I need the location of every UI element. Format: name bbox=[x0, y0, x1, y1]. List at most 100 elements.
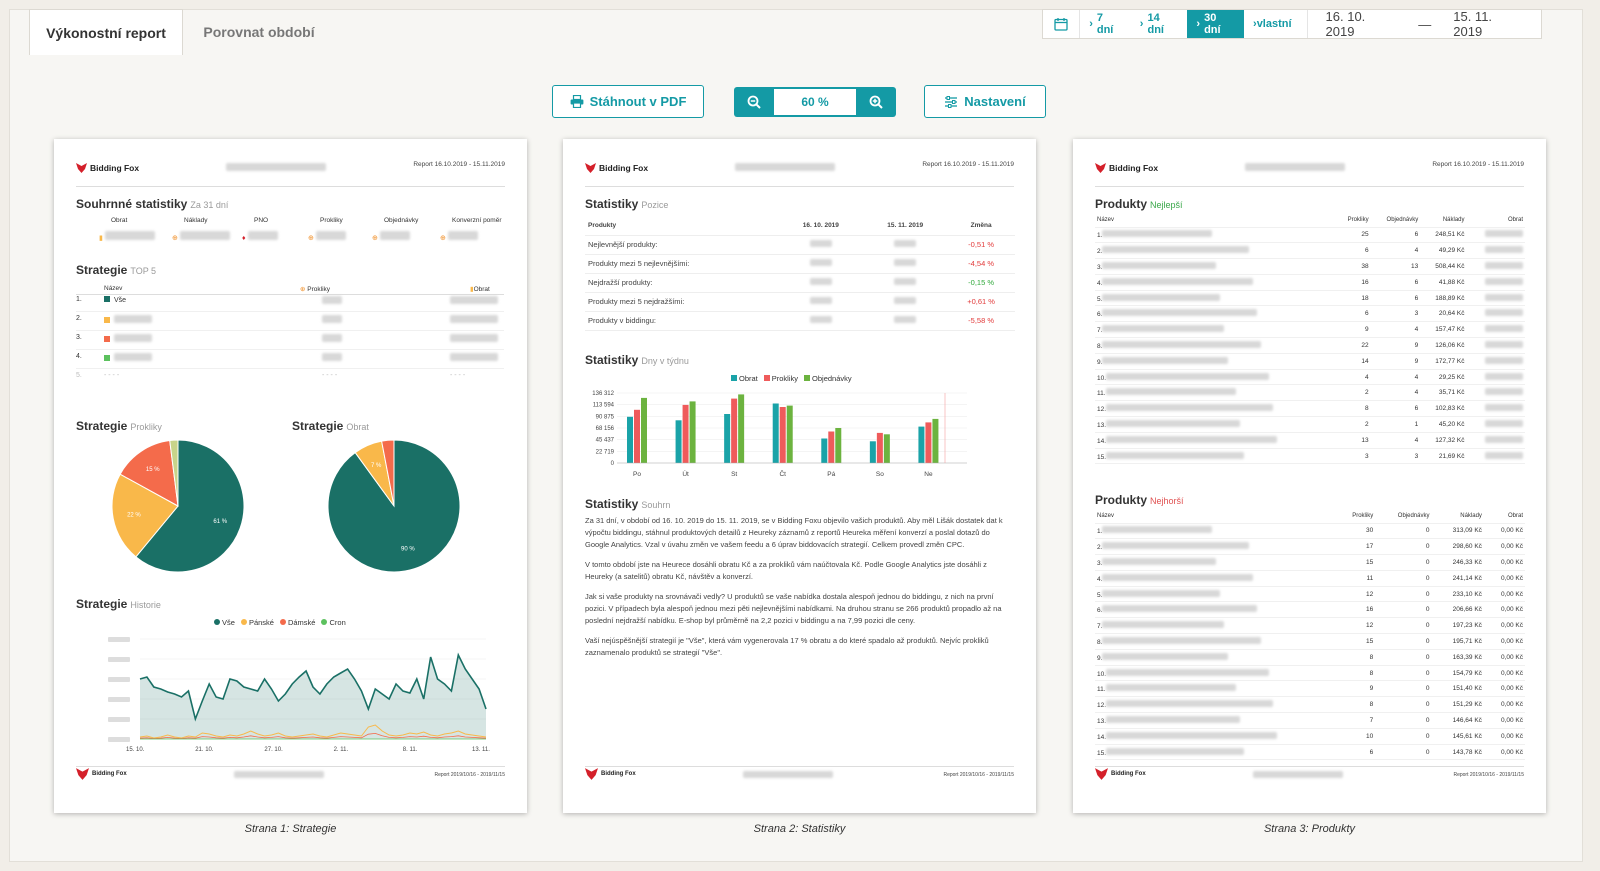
zoom-in-button[interactable] bbox=[856, 87, 896, 117]
redacted-value bbox=[450, 315, 498, 323]
summary-value: ▮ bbox=[99, 231, 155, 242]
page-caption: Strana 2: Statistiky bbox=[753, 823, 846, 835]
row-divider bbox=[76, 349, 504, 350]
cell: 4 bbox=[1370, 242, 1421, 260]
zoom-value: 60 % bbox=[774, 89, 856, 115]
cell bbox=[1466, 321, 1525, 339]
col-header: 15. 11. 2019 bbox=[863, 216, 948, 236]
cell: 0,00 Kč bbox=[1483, 554, 1525, 571]
cell: 9 bbox=[1335, 680, 1376, 698]
legend-item: Prokliky bbox=[763, 374, 798, 383]
table-row: 4. 16 6 41,88 Kč bbox=[1095, 274, 1525, 291]
legend-label: Cron bbox=[329, 618, 346, 627]
redacted-value bbox=[1485, 372, 1523, 380]
cell bbox=[1466, 448, 1525, 465]
legend-label: Pánské bbox=[248, 618, 274, 627]
row-value bbox=[778, 273, 864, 293]
cell: 13 bbox=[1335, 432, 1371, 449]
download-pdf-button[interactable]: Stáhnout v PDF bbox=[552, 85, 704, 118]
bidding-fox-logo: Bidding Fox bbox=[76, 163, 139, 173]
product-name: 9. bbox=[1095, 353, 1336, 370]
cell: 157,47 Kč bbox=[1420, 321, 1467, 339]
report-page-statistiky[interactable]: Bidding Fox Report 16.10.2019 - 15.11.20… bbox=[563, 139, 1036, 813]
settings-button[interactable]: Nastavení bbox=[924, 85, 1046, 118]
cell: 0 bbox=[1375, 728, 1432, 745]
y-tick-label: 136 312 bbox=[592, 391, 614, 397]
product-name: 12. bbox=[1095, 696, 1336, 714]
cell: 2 bbox=[1335, 384, 1371, 402]
x-tick-label: Pá bbox=[827, 471, 835, 478]
table-row: Produkty mezi 5 nejlevnějšími: -4,54 % bbox=[585, 254, 1015, 274]
redacted-value bbox=[1485, 451, 1523, 459]
report-page-produkty[interactable]: Bidding Fox Report 16.10.2019 - 15.11.20… bbox=[1073, 139, 1546, 813]
bar bbox=[869, 441, 876, 463]
range-30-days[interactable]: › 30 dní bbox=[1187, 10, 1245, 38]
product-name: 3. bbox=[1095, 554, 1336, 571]
cell: 0 bbox=[1375, 696, 1432, 714]
cell: 102,83 Kč bbox=[1420, 400, 1467, 418]
calendar-icon[interactable] bbox=[1043, 10, 1081, 38]
legend-item: Dámské bbox=[279, 618, 315, 627]
product-name: 5. bbox=[1095, 290, 1336, 307]
table-row: Produkty v biddingu: -5,58 % bbox=[585, 311, 1015, 331]
product-name: 6. bbox=[1095, 305, 1336, 323]
cell: 3 bbox=[1335, 448, 1371, 465]
table-row: 2. 6 4 49,29 Kč bbox=[1095, 242, 1525, 260]
date-from[interactable]: 16. 10. 2019 bbox=[1325, 9, 1366, 39]
footer-logo: Bidding Fox bbox=[585, 768, 636, 780]
cell: 6 bbox=[1370, 274, 1421, 291]
range-custom[interactable]: › vlastní bbox=[1253, 18, 1292, 30]
redacted-value bbox=[450, 353, 498, 361]
cell bbox=[1466, 258, 1525, 275]
redacted-value bbox=[809, 278, 832, 285]
cell: 0 bbox=[1375, 617, 1432, 635]
redacted-tick bbox=[108, 677, 130, 682]
cell: 16 bbox=[1335, 274, 1371, 291]
pie-slice-label: 61 % bbox=[213, 519, 227, 525]
cell bbox=[1466, 242, 1525, 260]
cell: 0,00 Kč bbox=[1483, 728, 1525, 745]
cell: 0 bbox=[1375, 570, 1432, 587]
cell: 16 bbox=[1335, 601, 1376, 619]
cell bbox=[1466, 290, 1525, 307]
cell: 8 bbox=[1335, 649, 1376, 666]
col-header: Prokliky bbox=[1335, 509, 1376, 524]
footer-range: Report 2019/10/16 - 2019/11/15 bbox=[943, 772, 1014, 778]
strategy-revenue bbox=[450, 296, 498, 306]
series-area-vse bbox=[140, 655, 486, 739]
summary-label: Náklady bbox=[184, 217, 208, 224]
cell: 25 bbox=[1335, 227, 1371, 244]
redacted-value bbox=[1102, 230, 1213, 238]
bidding-fox-logo: Bidding Fox bbox=[1095, 163, 1158, 173]
row-index: 1. bbox=[1097, 528, 1103, 536]
redacted-footer bbox=[234, 771, 324, 778]
cell bbox=[1466, 353, 1525, 370]
redacted-value bbox=[1102, 277, 1254, 285]
report-page-strategie[interactable]: Bidding Fox Report 16.10.2019 - 15.11.20… bbox=[54, 139, 527, 813]
strategy-revenue bbox=[450, 353, 498, 363]
cell bbox=[1466, 305, 1525, 323]
tab-compare-periods[interactable]: Porovnat období bbox=[203, 24, 315, 40]
cell bbox=[1466, 384, 1525, 402]
redacted-value bbox=[1106, 700, 1274, 708]
redacted-shop bbox=[226, 163, 326, 171]
tab-performance-report[interactable]: Výkonostní report bbox=[29, 9, 183, 55]
row-index: 14. bbox=[1097, 437, 1107, 445]
range-14-days[interactable]: › 14 dní bbox=[1131, 10, 1188, 38]
zoom-out-icon bbox=[747, 95, 761, 109]
row-index: 1. bbox=[1097, 232, 1103, 240]
cell: 0,00 Kč bbox=[1483, 680, 1525, 698]
range-7-days[interactable]: › 7 dní bbox=[1080, 10, 1131, 38]
zoom-out-button[interactable] bbox=[734, 87, 774, 117]
cell: 0,00 Kč bbox=[1483, 570, 1525, 587]
printer-icon bbox=[570, 95, 584, 108]
strategy-label: Vše bbox=[114, 297, 127, 304]
product-name: 15. bbox=[1095, 448, 1336, 465]
bar bbox=[786, 405, 793, 463]
cell: 246,33 Kč bbox=[1431, 554, 1484, 571]
strategy-revenue bbox=[450, 334, 498, 344]
legend-item: Pánské bbox=[240, 618, 274, 627]
cell: 3 bbox=[1370, 448, 1421, 465]
date-to[interactable]: 15. 11. 2019 bbox=[1453, 9, 1493, 39]
row-value bbox=[778, 254, 864, 274]
